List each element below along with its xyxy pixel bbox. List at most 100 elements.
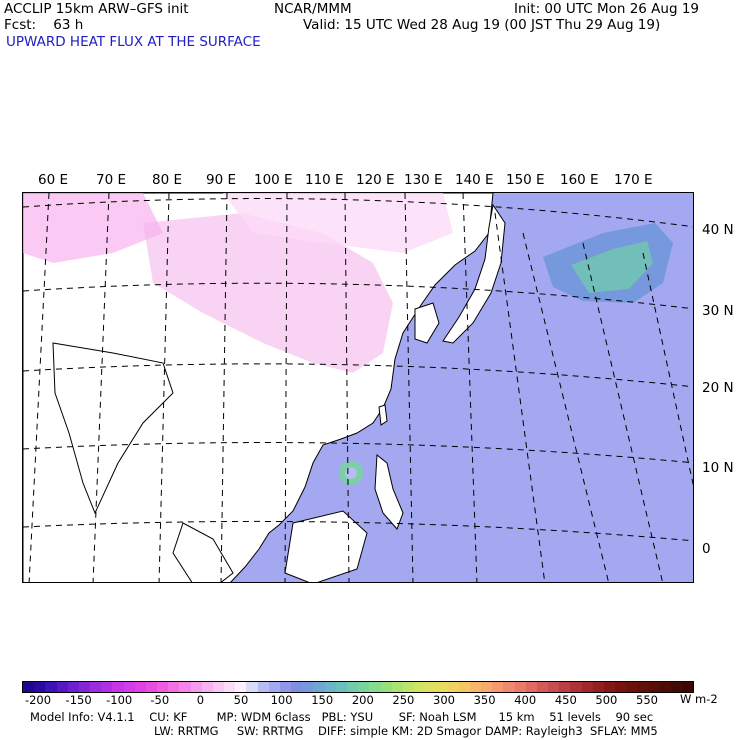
lon-label: 70 E	[96, 172, 126, 188]
colorbar-swatch	[615, 682, 627, 692]
colorbar-tick-label: -50	[150, 693, 170, 707]
lon-label: 170 E	[614, 172, 653, 188]
colorbar-swatch	[414, 682, 426, 692]
philippines	[374, 454, 404, 530]
lon-label: 90 E	[206, 172, 236, 188]
colorbar-tick-label: 200	[351, 693, 374, 707]
colorbar-tick-label: 350	[473, 693, 496, 707]
colorbar-swatch	[145, 682, 158, 692]
lat-label: 0	[702, 541, 711, 557]
colorbar-tick-label: 50	[233, 693, 249, 707]
model-info-line2: LW: RRTMG SW: RRTMG DIFF: simple KM: 2D …	[154, 724, 658, 738]
colorbar-swatch	[682, 682, 694, 692]
colorbar-tick-label: 300	[433, 693, 455, 707]
colorbar-swatch	[447, 682, 459, 692]
colorbar-swatch	[481, 682, 493, 692]
colorbar-swatch	[670, 682, 683, 692]
colorbar-swatch	[212, 682, 225, 692]
lon-label: 150 E	[506, 172, 545, 188]
colorbar-swatch	[157, 682, 169, 692]
lat-label: 20 N	[702, 380, 734, 396]
colorbar-tick-label: 450	[554, 693, 577, 707]
lon-label: 60 E	[38, 172, 68, 188]
colorbar-swatch	[559, 682, 571, 692]
colorbar-swatch	[246, 682, 258, 692]
meridian-140e	[494, 212, 546, 582]
colorbar-swatch	[514, 682, 526, 692]
colorbar-swatch	[112, 682, 124, 692]
lon-label: 100 E	[254, 172, 293, 188]
colorbar-tick-label: 550	[636, 693, 658, 707]
colorbar-swatch	[391, 682, 403, 692]
header-forecast: Fcst: 63 h	[4, 17, 84, 33]
colorbar-swatch	[168, 682, 180, 692]
map-panel	[22, 192, 694, 583]
lon-label: 110 E	[305, 172, 344, 188]
header-valid: Valid: 15 UTC Wed 28 Aug 19 (00 JST Thu …	[303, 17, 661, 33]
parallel-0	[23, 520, 693, 542]
header-init: Init: 00 UTC Mon 26 Aug 19	[514, 1, 699, 17]
colorbar-swatch	[190, 682, 202, 692]
meridian-160e	[582, 242, 664, 582]
colorbar-swatch	[492, 682, 504, 692]
colorbar-swatch	[45, 682, 57, 692]
colorbar-tick-label: 250	[392, 693, 415, 707]
korea-peninsula	[414, 302, 440, 344]
colorbar-swatch	[503, 682, 515, 692]
typhoon-eye	[345, 467, 357, 479]
colorbar	[22, 681, 694, 693]
colorbar-swatch	[469, 682, 482, 692]
header-org: NCAR/MMM	[274, 1, 352, 17]
colorbar-unit: W m-2	[680, 692, 718, 706]
japan-islands	[442, 203, 506, 344]
map-svg	[23, 193, 693, 582]
lat-label: 40 N	[702, 222, 734, 238]
colorbar-swatch	[592, 682, 604, 692]
header-title: ACCLIP 15km ARW–GFS init	[4, 1, 189, 17]
colorbar-swatch	[179, 682, 191, 692]
colorbar-swatch	[90, 682, 102, 692]
colorbar-swatch	[313, 682, 325, 692]
colorbar-tick-label: 150	[311, 693, 334, 707]
colorbar-swatch	[648, 682, 660, 692]
colorbar-swatch	[78, 682, 91, 692]
colorbar-swatch	[358, 682, 370, 692]
colorbar-swatch	[268, 682, 280, 692]
colorbar-swatch	[335, 682, 347, 692]
negative-flux-west	[23, 193, 163, 263]
colorbar-swatch	[134, 682, 146, 692]
lat-label: 30 N	[702, 303, 734, 319]
colorbar-swatch	[637, 682, 649, 692]
lon-label: 140 E	[455, 172, 494, 188]
lat-label: 10 N	[702, 460, 734, 476]
colorbar-swatch	[201, 682, 213, 692]
borneo	[284, 510, 368, 582]
colorbar-tick-label: 500	[595, 693, 618, 707]
parallel-20n	[23, 363, 693, 388]
colorbar-swatch	[123, 682, 135, 692]
meridian-170e	[642, 252, 693, 487]
colorbar-swatch	[67, 682, 79, 692]
colorbar-swatch	[23, 682, 35, 692]
colorbar-swatch	[626, 682, 638, 692]
colorbar-swatch	[436, 682, 448, 692]
model-info-line1: Model Info: V4.1.1 CU: KF MP: WDM 6class…	[30, 710, 654, 724]
colorbar-swatch	[291, 682, 303, 692]
colorbar-swatch	[369, 682, 381, 692]
colorbar-swatch	[101, 682, 113, 692]
lon-label: 130 E	[404, 172, 443, 188]
colorbar-swatch	[224, 682, 236, 692]
negative-flux-mongolia	[223, 193, 453, 253]
negative-flux-china	[143, 213, 393, 373]
parallel-10n	[23, 442, 693, 464]
colorbar-swatch	[581, 682, 593, 692]
colorbar-swatch	[525, 682, 537, 692]
colorbar-swatch	[548, 682, 560, 692]
colorbar-swatch	[402, 682, 415, 692]
lon-label: 80 E	[152, 172, 182, 188]
colorbar-swatch	[536, 682, 549, 692]
colorbar-tick-label: 0	[196, 693, 205, 707]
lon-label: 160 E	[560, 172, 599, 188]
colorbar-swatch	[346, 682, 359, 692]
colorbar-tick-label: 100	[270, 693, 293, 707]
